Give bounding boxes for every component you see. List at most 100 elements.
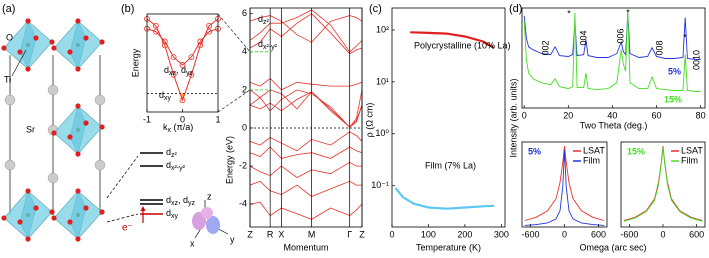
text-part: d: [166, 195, 171, 205]
y-tick-label: 0: [242, 122, 247, 132]
data-line: [249, 201, 363, 220]
legend-label: Film: [681, 155, 698, 165]
o-atom: [33, 35, 39, 41]
x-tick-label: M: [308, 229, 316, 239]
subscript: xz: [171, 200, 179, 207]
y-axis-label: ρ (Ω cm): [364, 103, 374, 138]
o-atom: [99, 209, 105, 215]
subscript: yz: [188, 200, 196, 207]
text-part: d: [258, 14, 263, 24]
subscript: x²-y²: [263, 44, 278, 51]
data-line: [249, 91, 363, 128]
legend-label: LSAT: [681, 145, 703, 155]
ti-atom: [76, 128, 80, 132]
zoom-line: [217, 13, 251, 52]
o-atom: [99, 39, 105, 45]
peak-label: 006: [615, 28, 625, 43]
o-atom: [25, 236, 31, 242]
level-label: dxz, dyz: [166, 195, 196, 206]
x-tick-label: R: [267, 229, 274, 239]
o-atom: [1, 45, 7, 51]
data-line: [524, 150, 605, 226]
data-point: [161, 38, 168, 45]
ti-atom: [76, 43, 80, 47]
level-diagram: dz² dx²-y² dxz, dyz dxy e⁻ z x y: [106, 147, 235, 248]
o-atom: [25, 66, 31, 72]
text-part: d: [258, 39, 263, 49]
x-tick-label: 0: [660, 229, 665, 239]
data-line: [249, 89, 363, 128]
o-atom: [51, 215, 57, 221]
x-axis-label: Two Theta (deg.): [580, 120, 648, 130]
zoom-line: [217, 89, 251, 113]
y-tick-label: -4: [239, 199, 247, 209]
data-point: [188, 54, 195, 61]
o-atom: [75, 236, 81, 242]
plot-frame: [391, 7, 506, 228]
data-line: [410, 31, 495, 49]
panel-label: (a): [2, 3, 15, 15]
crystal-structure: O Ti Sr (a): [1, 3, 106, 242]
o-atom: [1, 215, 7, 221]
o-atom: [49, 209, 55, 215]
x-axis-label: Omega (arc sec): [579, 242, 646, 252]
data-line: [146, 18, 219, 102]
data-line: [623, 145, 703, 221]
x-axis-label: kx (π/a): [163, 122, 193, 133]
orbital-icon: z x y: [190, 191, 235, 248]
text-part: k: [163, 122, 168, 132]
o-atom: [51, 130, 57, 136]
o-atom: [75, 18, 81, 24]
y-axis-label: Energy: [130, 48, 140, 77]
y-tick-label: 6: [242, 8, 247, 18]
subscript: x²-y²: [171, 165, 186, 172]
o-atom: [51, 45, 57, 51]
x-tick-label: 100: [421, 229, 436, 239]
text-part: d: [164, 65, 169, 75]
data-line: [249, 161, 362, 178]
series-label: Polycrystalline (10% La): [414, 40, 511, 50]
subscript: z²: [171, 152, 178, 159]
o-atom: [83, 120, 89, 126]
data-line: [249, 15, 363, 43]
subscript: xy: [171, 213, 179, 220]
series-label: Film (7% La): [425, 160, 476, 170]
atom-label: O: [6, 32, 13, 42]
data-line: [394, 187, 495, 210]
text-part: d: [166, 208, 171, 218]
subscript: xy: [164, 95, 172, 102]
subscript: z²: [263, 19, 270, 26]
text-part: d: [166, 160, 171, 170]
o-atom: [83, 35, 89, 41]
data-line: [524, 145, 605, 221]
o-atom: [17, 49, 23, 55]
electron-label: e⁻: [122, 223, 133, 234]
y-tick-label: 10¹: [376, 76, 389, 86]
data-point: [179, 62, 186, 68]
text-part: , d: [176, 65, 186, 75]
o-atom: [25, 18, 31, 24]
data-point: [161, 42, 168, 49]
x-axis-label: Temperature (K): [416, 242, 481, 252]
impurity-marker: *: [567, 8, 571, 18]
x-tick-label: 300: [494, 229, 509, 239]
band-label: dx²-y²: [258, 39, 278, 50]
impurity-marker: *: [626, 7, 630, 17]
data-line: [249, 180, 362, 197]
legend-label: 15%: [664, 94, 682, 104]
peak-label: 008: [654, 40, 664, 55]
data-line: [623, 147, 703, 222]
axis-label: x: [190, 238, 195, 248]
atom-label: Ti: [4, 74, 11, 84]
o-atom: [67, 134, 73, 140]
data-point: [170, 54, 177, 61]
y-tick-label: 10⁰: [375, 128, 389, 138]
y-tick-label: 10⁻¹: [371, 180, 389, 190]
data-point: [179, 97, 186, 104]
data-line: [249, 131, 363, 152]
x-tick-label: 40: [607, 110, 617, 120]
o-atom: [67, 49, 73, 55]
panel-label: (b): [121, 3, 134, 15]
ti-atom: [26, 43, 30, 47]
